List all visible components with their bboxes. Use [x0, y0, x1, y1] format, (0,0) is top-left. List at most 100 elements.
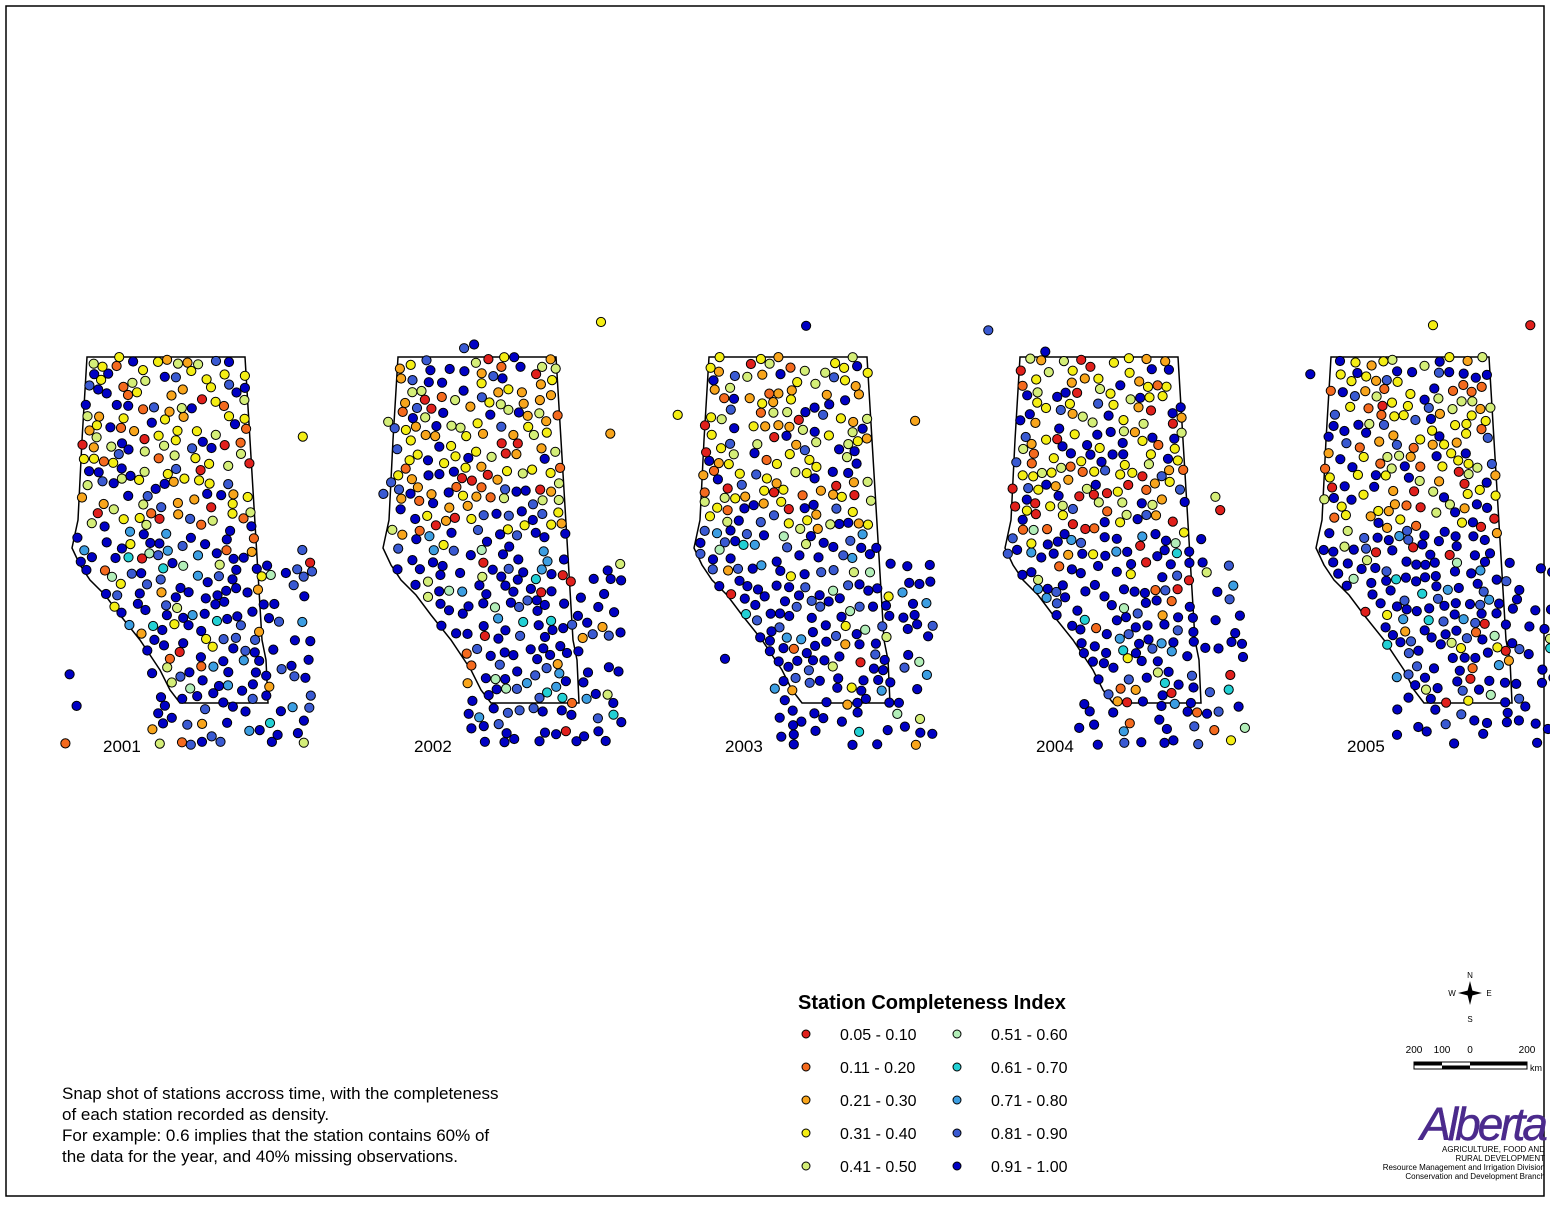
- legend-label: 0.61 - 0.70: [991, 1060, 1068, 1077]
- station-dot: [1431, 572, 1440, 581]
- station-dot: [800, 446, 809, 455]
- station-dot: [460, 344, 469, 353]
- station-dot: [1372, 376, 1381, 385]
- station-dot: [1476, 404, 1485, 413]
- station-dot: [905, 578, 914, 587]
- station-dot: [1027, 568, 1036, 577]
- station-dot: [236, 449, 245, 458]
- station-dot: [197, 395, 206, 404]
- station-dot: [1075, 492, 1084, 501]
- station-dot: [149, 621, 158, 630]
- station-dot: [1168, 517, 1177, 526]
- station-dot: [1033, 584, 1042, 593]
- station-dot: [200, 609, 209, 618]
- station-dot: [1073, 606, 1082, 615]
- station-dot: [1533, 738, 1542, 747]
- station-dot: [162, 611, 171, 620]
- scale-seg: [1442, 1066, 1470, 1070]
- station-dot: [1155, 715, 1164, 724]
- station-dot: [793, 378, 802, 387]
- station-dot: [1107, 601, 1116, 610]
- station-dot: [76, 557, 85, 566]
- station-dot: [731, 494, 740, 503]
- station-dot: [464, 709, 473, 718]
- station-dot: [155, 739, 164, 748]
- station-dot: [501, 675, 510, 684]
- description-line: the data for the year, and 40% missing o…: [62, 1147, 458, 1166]
- station-dot: [1121, 613, 1130, 622]
- station-dot: [247, 547, 256, 556]
- station-dot: [708, 565, 717, 574]
- station-dot: [92, 433, 101, 442]
- station-dot: [139, 530, 148, 539]
- station-dot: [415, 565, 424, 574]
- station-dot: [609, 698, 618, 707]
- station-dot: [731, 537, 740, 546]
- station-dot: [576, 593, 585, 602]
- station-dot: [95, 412, 104, 421]
- station-dot: [1321, 464, 1330, 473]
- station-dot: [1480, 619, 1489, 628]
- station-dot: [445, 364, 454, 373]
- station-dot: [1128, 468, 1137, 477]
- station-dot: [1054, 491, 1063, 500]
- legend-swatch: [953, 1129, 961, 1137]
- station-dot: [1055, 424, 1064, 433]
- station-dot: [1383, 640, 1392, 649]
- station-dot: [231, 633, 240, 642]
- station-dot: [785, 583, 794, 592]
- station-dot: [1389, 486, 1398, 495]
- station-dot: [1404, 649, 1413, 658]
- station-dot: [1137, 656, 1146, 665]
- station-dot: [1224, 561, 1233, 570]
- station-dot: [1486, 403, 1495, 412]
- station-dot: [769, 488, 778, 497]
- station-dot: [306, 691, 315, 700]
- station-dot: [458, 587, 467, 596]
- station-dot: [547, 587, 556, 596]
- station-dot: [266, 570, 275, 579]
- station-dot: [829, 490, 838, 499]
- station-dot: [1543, 724, 1550, 733]
- station-dot: [1412, 577, 1421, 586]
- station-dot: [463, 501, 472, 510]
- station-dot: [233, 612, 242, 621]
- station-dot: [1106, 427, 1115, 436]
- station-dot: [127, 569, 136, 578]
- station-dot: [850, 491, 859, 500]
- station-dot: [473, 644, 482, 653]
- station-dot: [170, 620, 179, 629]
- station-dot: [1082, 484, 1091, 493]
- station-dot: [1341, 510, 1350, 519]
- station-dot: [1490, 631, 1499, 640]
- station-dot: [1421, 685, 1430, 694]
- station-dot: [1501, 698, 1510, 707]
- station-dot: [441, 516, 450, 525]
- station-dot: [1187, 671, 1196, 680]
- station-dot: [417, 386, 426, 395]
- station-dot: [910, 610, 919, 619]
- station-dot: [301, 673, 310, 682]
- station-dot: [102, 538, 111, 547]
- station-dot: [772, 557, 781, 566]
- station-dot: [216, 737, 225, 746]
- station-dot: [156, 693, 165, 702]
- station-dot: [1016, 366, 1025, 375]
- station-dot: [501, 581, 510, 590]
- station-dot: [1142, 485, 1151, 494]
- station-dot: [435, 470, 444, 479]
- station-dot: [1429, 664, 1438, 673]
- station-dot: [138, 366, 147, 375]
- station-dot: [408, 376, 417, 385]
- scale-label: 0: [1467, 1045, 1473, 1056]
- station-dot: [99, 499, 108, 508]
- station-dot: [829, 373, 838, 382]
- station-dot: [1424, 616, 1433, 625]
- station-dot: [1395, 451, 1404, 460]
- station-dot: [712, 529, 721, 538]
- station-dot: [223, 614, 232, 623]
- station-dot: [1185, 602, 1194, 611]
- station-dot: [1368, 590, 1377, 599]
- station-dot: [240, 383, 249, 392]
- station-dot: [723, 506, 732, 515]
